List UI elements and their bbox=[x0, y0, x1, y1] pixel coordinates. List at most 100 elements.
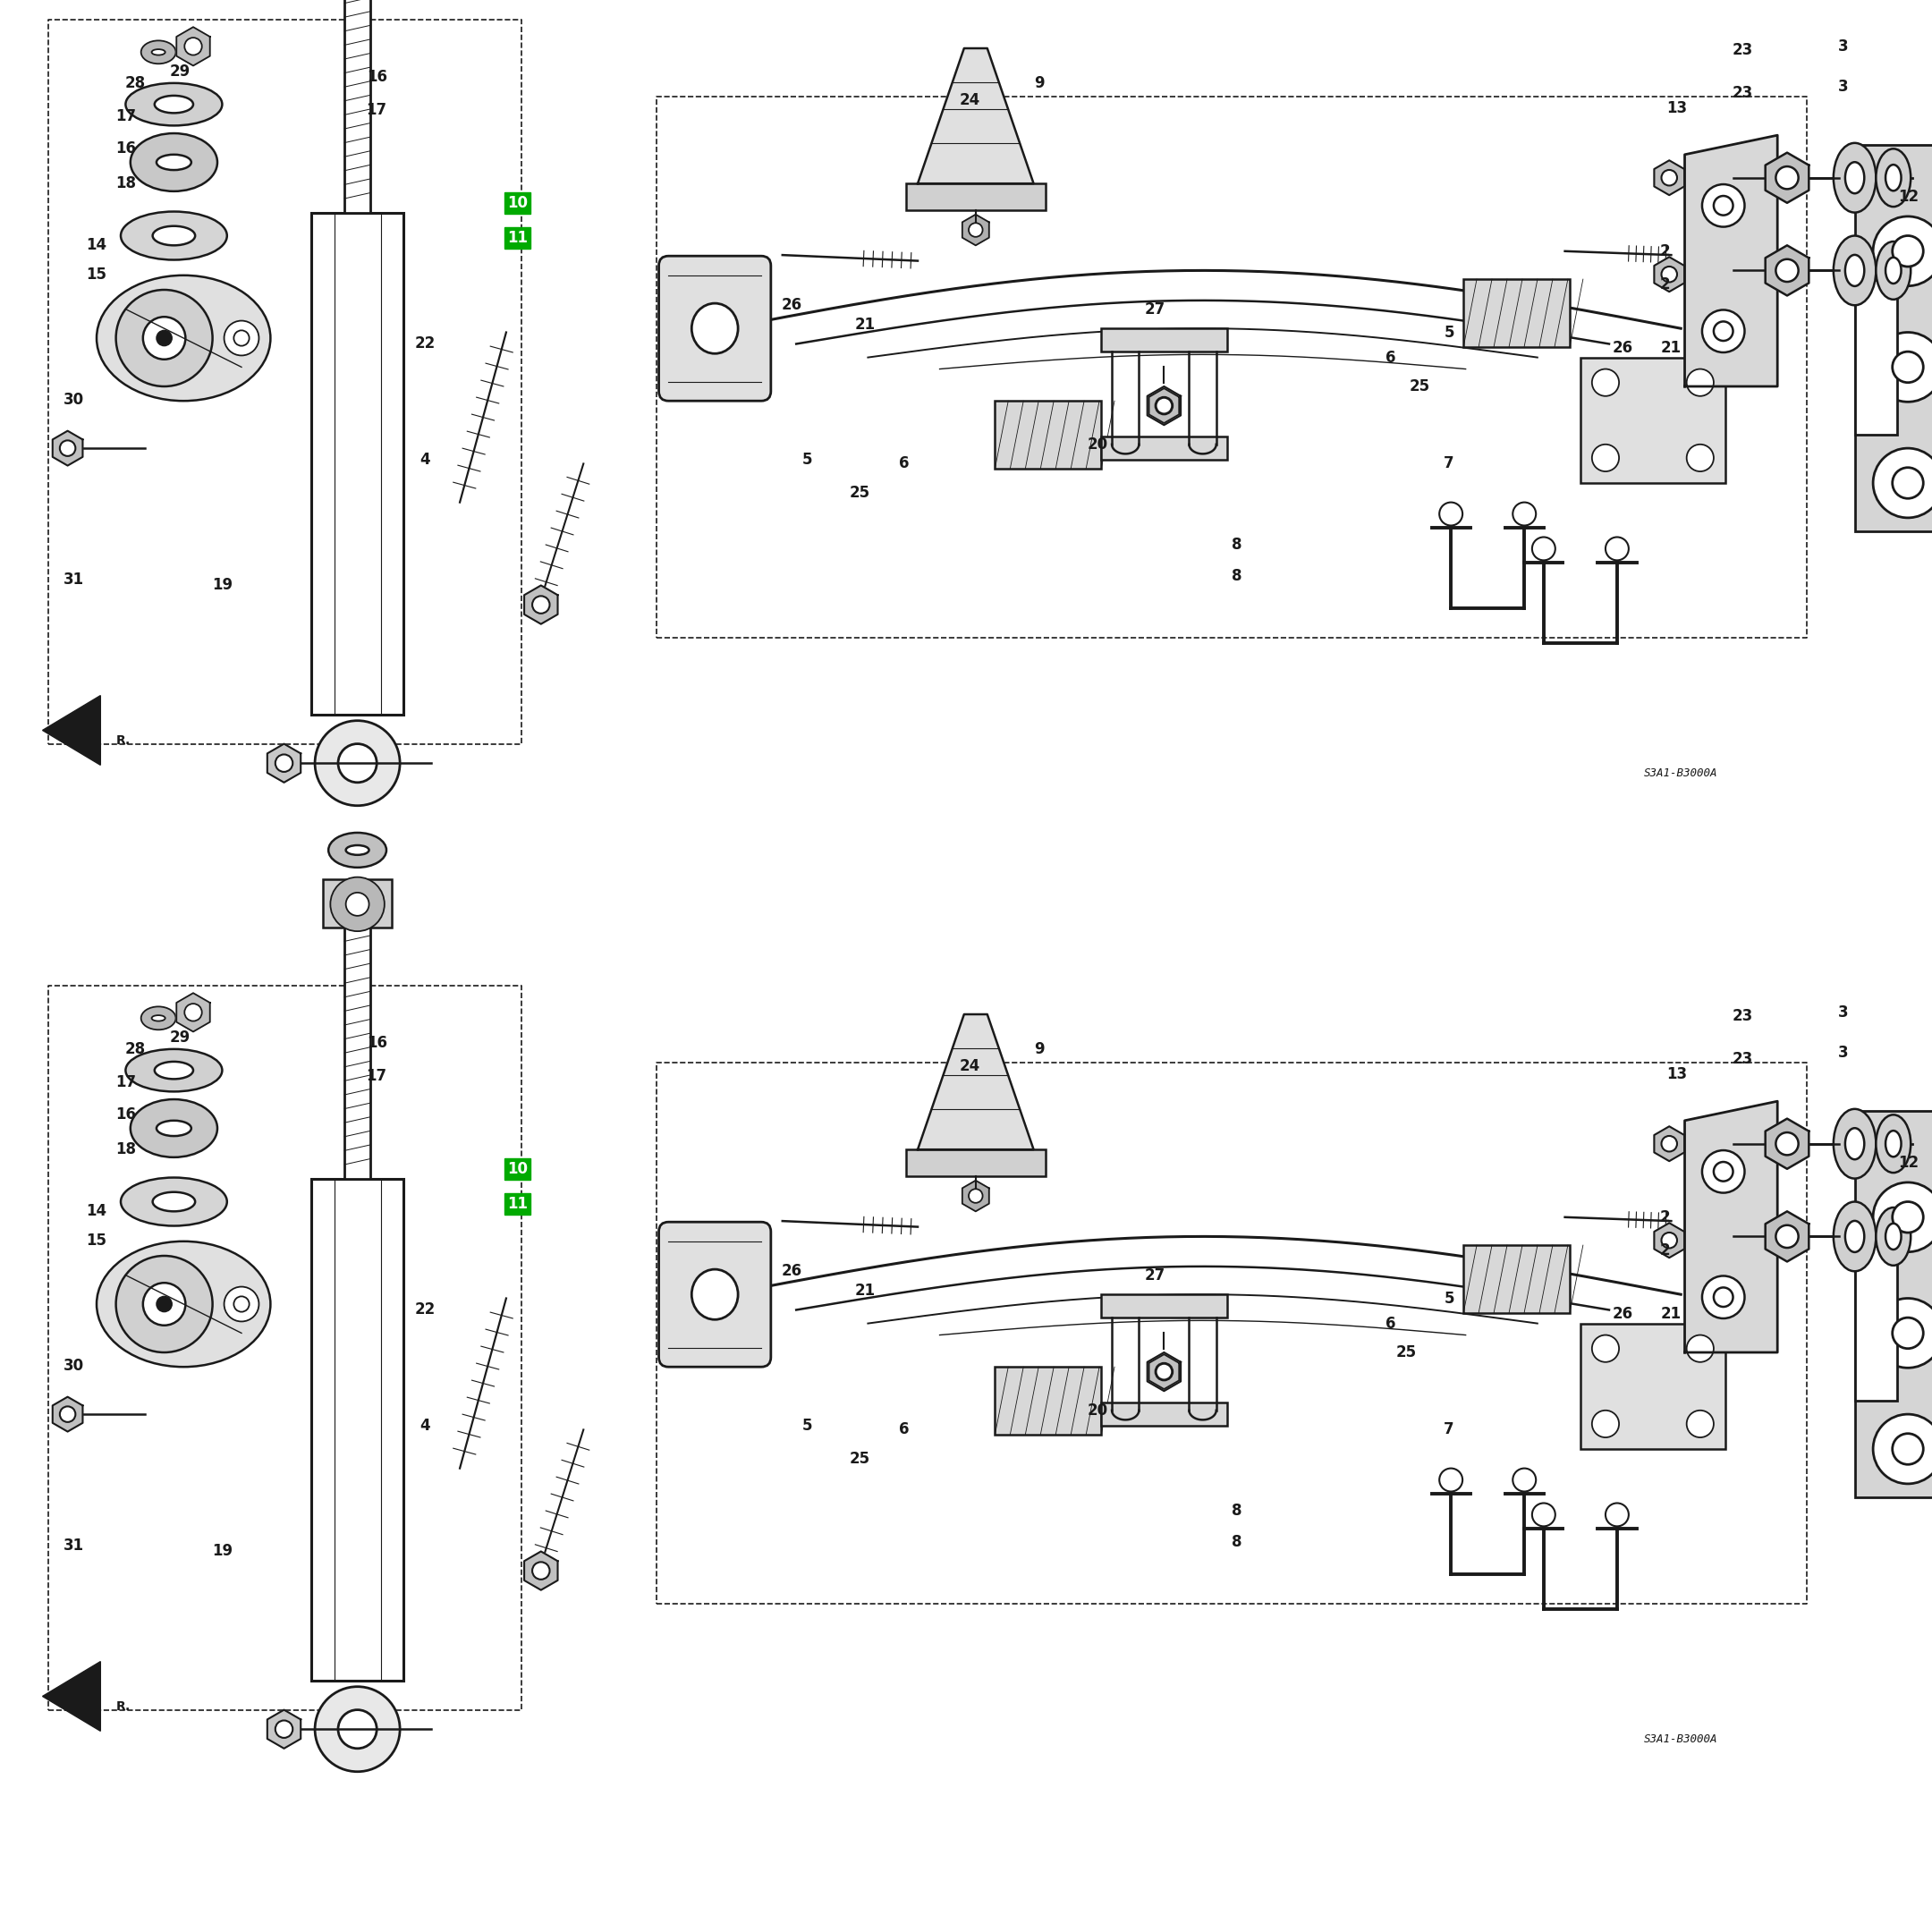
Text: S3A1-B3000A: S3A1-B3000A bbox=[1644, 1733, 1718, 1745]
Text: 3: 3 bbox=[1837, 39, 1849, 54]
Circle shape bbox=[1155, 398, 1173, 413]
Bar bbox=[906, 1150, 1045, 1177]
Text: 17: 17 bbox=[116, 108, 135, 124]
Ellipse shape bbox=[1833, 143, 1876, 213]
Text: 11: 11 bbox=[508, 230, 527, 245]
Circle shape bbox=[1702, 184, 1745, 226]
FancyBboxPatch shape bbox=[659, 1223, 771, 1368]
Circle shape bbox=[60, 1406, 75, 1422]
Polygon shape bbox=[1150, 388, 1179, 423]
Ellipse shape bbox=[131, 133, 216, 191]
Text: 18: 18 bbox=[116, 176, 135, 191]
Text: 17: 17 bbox=[116, 1074, 135, 1090]
Circle shape bbox=[1605, 537, 1629, 560]
Text: 16: 16 bbox=[367, 70, 386, 85]
Text: 8: 8 bbox=[1231, 1534, 1242, 1549]
Bar bbox=[311, 213, 404, 715]
Text: 23: 23 bbox=[1733, 43, 1752, 58]
Polygon shape bbox=[52, 431, 83, 466]
Circle shape bbox=[1776, 166, 1799, 189]
Text: 7: 7 bbox=[1443, 1422, 1455, 1437]
Ellipse shape bbox=[153, 226, 195, 245]
Circle shape bbox=[1776, 1225, 1799, 1248]
Text: R.: R. bbox=[116, 1700, 131, 1712]
Text: 2: 2 bbox=[1660, 1242, 1671, 1258]
Text: 9: 9 bbox=[1034, 75, 1045, 91]
Text: 25: 25 bbox=[850, 485, 869, 500]
Circle shape bbox=[234, 1296, 249, 1312]
Circle shape bbox=[968, 1188, 983, 1204]
Polygon shape bbox=[267, 744, 301, 782]
Polygon shape bbox=[962, 214, 989, 245]
Text: 5: 5 bbox=[802, 452, 813, 468]
Bar bbox=[344, 0, 371, 213]
Text: 12: 12 bbox=[1899, 189, 1918, 205]
Bar bbox=[1580, 1323, 1725, 1449]
Circle shape bbox=[1714, 195, 1733, 214]
Bar bbox=[1855, 1111, 1932, 1497]
Ellipse shape bbox=[97, 274, 270, 402]
Text: 14: 14 bbox=[87, 1204, 106, 1219]
Circle shape bbox=[1687, 1410, 1714, 1437]
Text: 23: 23 bbox=[1733, 1009, 1752, 1024]
Bar bbox=[1101, 328, 1227, 352]
Polygon shape bbox=[176, 993, 211, 1032]
Circle shape bbox=[346, 893, 369, 916]
Text: 31: 31 bbox=[64, 572, 83, 587]
Circle shape bbox=[1776, 1132, 1799, 1155]
Bar bbox=[1464, 278, 1571, 346]
Text: 13: 13 bbox=[1667, 100, 1687, 116]
Ellipse shape bbox=[126, 83, 222, 126]
Circle shape bbox=[1874, 216, 1932, 286]
FancyBboxPatch shape bbox=[659, 255, 771, 400]
Text: 29: 29 bbox=[170, 1030, 189, 1045]
Text: 28: 28 bbox=[126, 75, 145, 91]
Ellipse shape bbox=[1833, 236, 1876, 305]
Polygon shape bbox=[1685, 135, 1777, 386]
Text: 16: 16 bbox=[116, 1107, 135, 1122]
Bar bbox=[995, 400, 1101, 468]
Text: S3A1-B3000A: S3A1-B3000A bbox=[1644, 767, 1718, 779]
Polygon shape bbox=[962, 1180, 989, 1211]
Polygon shape bbox=[918, 48, 1034, 184]
Ellipse shape bbox=[1886, 1130, 1901, 1157]
Text: 10: 10 bbox=[508, 195, 527, 211]
Ellipse shape bbox=[1833, 1202, 1876, 1271]
Ellipse shape bbox=[151, 1016, 164, 1020]
Text: 26: 26 bbox=[1613, 1306, 1633, 1321]
Ellipse shape bbox=[1845, 1128, 1864, 1159]
Polygon shape bbox=[1766, 1119, 1808, 1169]
Ellipse shape bbox=[1876, 242, 1911, 299]
Polygon shape bbox=[43, 696, 100, 765]
Bar bbox=[1101, 1403, 1227, 1426]
Ellipse shape bbox=[156, 1121, 191, 1136]
Circle shape bbox=[1592, 1335, 1619, 1362]
Text: 19: 19 bbox=[213, 1544, 232, 1559]
Circle shape bbox=[1891, 1434, 1924, 1464]
Text: 25: 25 bbox=[1410, 379, 1430, 394]
Polygon shape bbox=[1654, 257, 1685, 292]
Text: 7: 7 bbox=[1443, 456, 1455, 471]
Bar bbox=[311, 1179, 404, 1681]
Ellipse shape bbox=[328, 833, 386, 867]
Text: 24: 24 bbox=[960, 1059, 980, 1074]
Text: 24: 24 bbox=[960, 93, 980, 108]
Text: 12: 12 bbox=[1899, 1155, 1918, 1171]
Ellipse shape bbox=[1876, 149, 1911, 207]
Text: 5: 5 bbox=[1443, 1291, 1455, 1306]
Circle shape bbox=[1714, 1161, 1733, 1180]
Circle shape bbox=[1662, 1136, 1677, 1151]
Text: 29: 29 bbox=[170, 64, 189, 79]
Text: 15: 15 bbox=[87, 1233, 106, 1248]
Bar bbox=[1101, 1294, 1227, 1318]
Circle shape bbox=[315, 1687, 400, 1772]
Text: 21: 21 bbox=[1662, 340, 1681, 355]
Text: 26: 26 bbox=[1613, 340, 1633, 355]
Bar bbox=[1855, 145, 1932, 531]
Text: 27: 27 bbox=[1146, 1267, 1165, 1283]
Text: 17: 17 bbox=[367, 1068, 386, 1084]
Text: 27: 27 bbox=[1146, 301, 1165, 317]
Circle shape bbox=[274, 753, 294, 771]
Text: 13: 13 bbox=[1667, 1066, 1687, 1082]
Circle shape bbox=[968, 222, 983, 238]
